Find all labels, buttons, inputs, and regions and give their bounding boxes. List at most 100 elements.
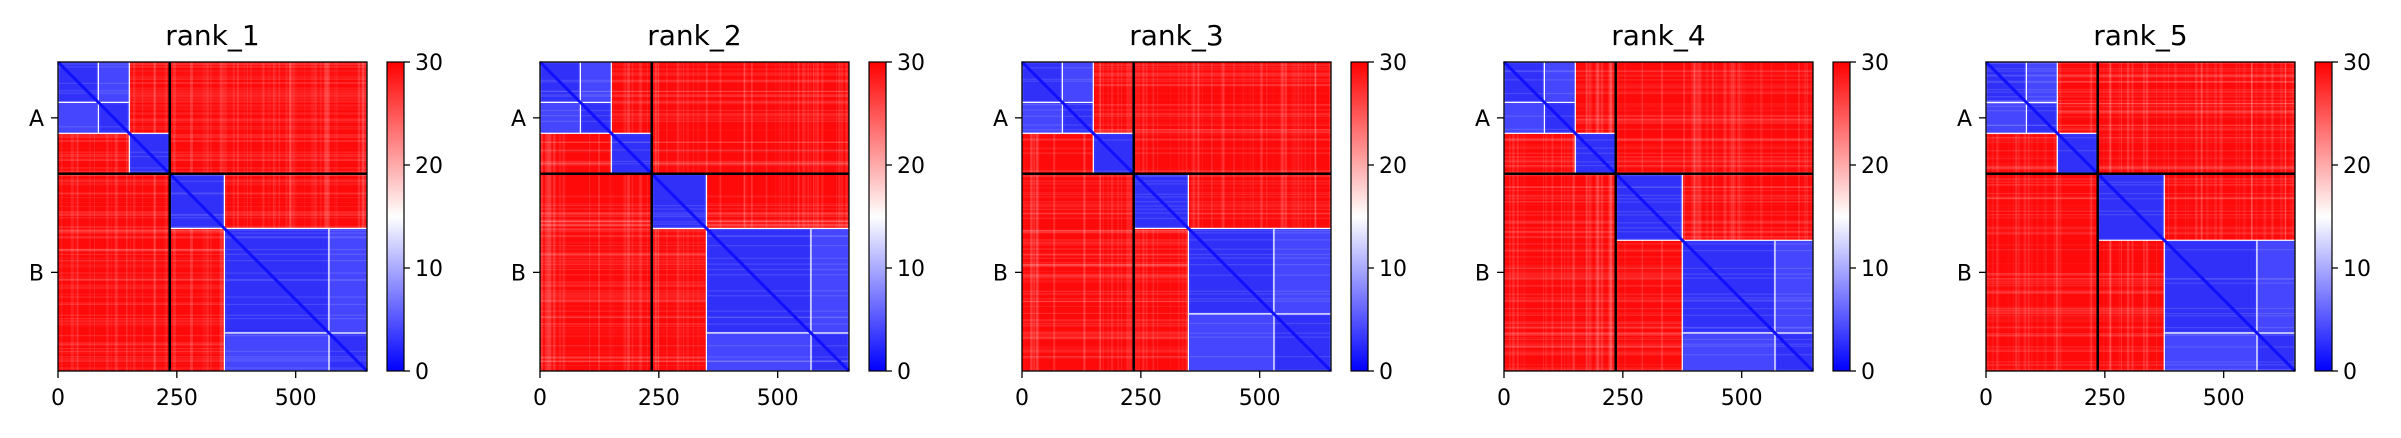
- texture-stripe: [58, 112, 367, 114]
- texture-stripe: [540, 101, 849, 103]
- texture-stripe: [1728, 62, 1732, 371]
- texture-stripe: [1731, 62, 1733, 371]
- texture-stripe: [2017, 62, 2020, 371]
- texture-stripe: [540, 298, 849, 301]
- texture-line: [58, 236, 367, 238]
- texture-stripe: [816, 62, 819, 371]
- texture-stripe: [313, 62, 315, 371]
- heatmap-cells: [1020, 60, 1333, 373]
- texture-stripe: [1083, 62, 1085, 371]
- texture-stripe: [1030, 62, 1034, 371]
- texture-stripe: [58, 128, 367, 130]
- texture-line: [1504, 92, 1813, 95]
- texture-stripe: [612, 62, 614, 371]
- texture-line: [1986, 282, 2295, 284]
- texture-stripe: [1315, 62, 1317, 371]
- texture-line: [1022, 336, 1331, 338]
- texture-stripe: [1986, 111, 2295, 114]
- texture-stripe: [780, 62, 782, 371]
- texture-line: [1504, 186, 1813, 188]
- texture-stripe: [1986, 91, 2295, 93]
- texture-stripe: [2271, 62, 2275, 371]
- texture-line: [58, 229, 367, 231]
- texture-stripe: [58, 95, 367, 98]
- texture-stripe: [1738, 62, 1741, 371]
- texture-stripe: [1516, 62, 1519, 371]
- texture-stripe: [1741, 62, 1743, 371]
- texture-stripe: [1022, 247, 1331, 249]
- texture-line: [1986, 210, 2295, 212]
- texture-stripe: [608, 62, 612, 371]
- texture-stripe: [540, 253, 849, 255]
- texture-line: [1022, 170, 1331, 172]
- texture-stripe: [1805, 62, 1807, 371]
- texture-stripe: [58, 139, 367, 143]
- texture-stripe: [319, 62, 322, 371]
- texture-stripe: [289, 62, 292, 371]
- texture-line: [540, 268, 849, 271]
- texture-line: [1986, 333, 2295, 335]
- x-tick-label: 500: [757, 386, 799, 411]
- texture-stripe: [1504, 270, 1813, 271]
- texture-stripe: [1986, 102, 2295, 104]
- texture-stripe: [1986, 163, 2295, 165]
- diagonal-line: [1020, 60, 1333, 373]
- texture-stripe: [1986, 273, 2295, 276]
- texture-stripe: [706, 62, 708, 371]
- texture-stripe: [540, 230, 849, 232]
- texture-line: [1022, 293, 1331, 295]
- texture-stripe: [364, 62, 368, 371]
- texture-line: [1022, 230, 1331, 232]
- texture-stripe: [1504, 83, 1813, 85]
- texture-stripe: [540, 150, 849, 151]
- texture-stripe: [846, 62, 848, 371]
- texture-stripe: [1724, 62, 1726, 371]
- texture-stripe: [1986, 93, 2295, 96]
- heatmap-panel-3: rank_3 0 250 500 A B 0 10 20 30: [993, 19, 1407, 411]
- texture-stripe: [1986, 81, 2295, 83]
- texture-stripe: [1609, 62, 1613, 371]
- texture-stripe: [76, 62, 79, 371]
- texture-line: [58, 90, 367, 92]
- texture-stripe: [1609, 62, 1613, 371]
- y-tick-label: A: [1957, 107, 1972, 132]
- texture-stripe: [244, 62, 245, 371]
- texture-stripe: [540, 253, 849, 257]
- texture-line: [58, 260, 367, 262]
- texture-stripe: [1022, 129, 1331, 132]
- colorbar-tick-label: 10: [1379, 257, 1407, 282]
- texture-stripe: [1022, 271, 1331, 272]
- contact-block-offdiag: [1061, 61, 1094, 104]
- texture-stripe: [1053, 62, 1056, 371]
- y-tick-label: A: [1475, 107, 1490, 132]
- texture-stripe: [1022, 275, 1331, 278]
- texture-stripe: [540, 315, 849, 318]
- texture-stripe: [540, 161, 849, 164]
- texture-stripe: [540, 248, 849, 250]
- texture-stripe: [58, 153, 367, 157]
- contact-block-offdiag: [1187, 313, 1275, 372]
- diagonal-line: [1984, 60, 2297, 373]
- texture-stripe: [540, 113, 849, 115]
- texture-line: [1022, 232, 1331, 234]
- texture-line: [1504, 231, 1813, 233]
- texture-line: [58, 192, 367, 194]
- texture-stripe: [58, 257, 367, 260]
- texture-line: [540, 79, 849, 81]
- texture-line: [1986, 137, 2295, 139]
- texture-stripe: [540, 162, 849, 166]
- texture-stripe: [1504, 83, 1813, 85]
- texture-stripe: [540, 281, 849, 284]
- texture-stripe: [2280, 62, 2283, 371]
- texture-line: [1504, 222, 1813, 224]
- texture-line: [540, 149, 849, 151]
- texture-line: [540, 245, 849, 247]
- texture-stripe: [1022, 73, 1331, 76]
- texture-stripe: [1022, 276, 1331, 279]
- texture-stripe: [58, 158, 367, 161]
- texture-stripe: [288, 62, 291, 371]
- diagonal-line: [56, 60, 369, 373]
- texture-line: [1504, 345, 1813, 347]
- texture-stripe: [1504, 122, 1813, 125]
- texture-stripe: [540, 261, 849, 263]
